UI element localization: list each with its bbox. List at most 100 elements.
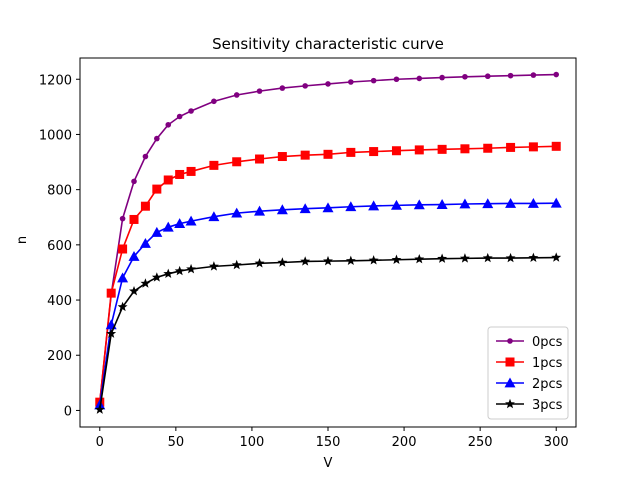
data-point: [322, 202, 334, 213]
data-point: [208, 261, 219, 271]
data-point: [551, 252, 562, 262]
data-point: [348, 79, 354, 85]
data-point: [186, 166, 196, 176]
legend-label: 1pcs: [532, 356, 563, 371]
data-point: [117, 301, 128, 312]
data-point: [140, 201, 150, 211]
x-tick-label: 50: [168, 435, 185, 450]
data-point: [129, 214, 139, 224]
plot-area: [94, 71, 562, 414]
data-point: [553, 71, 560, 78]
data-point: [528, 252, 539, 263]
data-point: [527, 197, 539, 208]
data-point: [211, 98, 217, 105]
x-tick-label: 150: [316, 435, 341, 450]
data-point: [437, 144, 447, 154]
data-point: [550, 197, 562, 208]
y-tick-label: 600: [47, 239, 72, 254]
data-point: [117, 272, 129, 283]
data-point: [163, 268, 174, 279]
data-point: [325, 81, 331, 87]
data-point: [368, 200, 380, 211]
data-point: [436, 199, 448, 209]
data-point: [483, 143, 493, 153]
data-point: [163, 175, 173, 185]
data-point: [118, 244, 128, 254]
data-point: [139, 237, 151, 248]
data-point: [151, 272, 162, 282]
y-tick-label: 800: [47, 184, 72, 199]
data-point: [439, 74, 445, 81]
chart-title: Sensitivity characteristic curve: [212, 35, 444, 53]
data-point: [174, 218, 186, 228]
data-point: [459, 198, 471, 209]
data-point: [299, 203, 311, 214]
x-tick-label: 200: [392, 435, 417, 450]
data-point: [119, 215, 126, 222]
data-point: [462, 73, 468, 80]
data-point: [232, 157, 242, 167]
legend-marker: [505, 357, 515, 367]
x-tick-label: 0: [96, 435, 104, 450]
y-tick-label: 0: [64, 404, 72, 419]
data-point: [129, 286, 139, 296]
data-point: [393, 76, 400, 83]
legend-marker: [505, 398, 515, 409]
data-point: [128, 250, 140, 261]
data-point: [300, 256, 311, 266]
data-point: [506, 142, 516, 152]
legend-box: [487, 326, 569, 420]
data-point: [277, 152, 287, 162]
data-point: [188, 108, 194, 114]
data-point: [505, 197, 517, 208]
data-point: [209, 160, 219, 170]
series-2pcs: [94, 197, 562, 410]
data-point: [254, 258, 265, 268]
data-point: [345, 255, 356, 266]
data-point: [416, 75, 423, 82]
data-point: [437, 253, 448, 263]
y-tick-label: 400: [47, 294, 72, 309]
data-point: [414, 145, 424, 155]
data-point: [94, 404, 105, 414]
data-point: [231, 259, 242, 270]
data-point: [106, 328, 117, 338]
data-point: [507, 72, 514, 79]
data-point: [152, 184, 162, 194]
data-point: [162, 221, 174, 232]
data-point: [277, 257, 288, 267]
series-0pcs: [96, 71, 560, 405]
x-tick-label: 100: [240, 435, 265, 450]
y-axis-label: n: [15, 236, 30, 244]
legend-label: 0pcs: [532, 335, 563, 350]
data-point: [131, 178, 137, 185]
data-point: [142, 153, 149, 160]
data-point: [370, 77, 377, 84]
series-1pcs: [95, 141, 561, 407]
data-point: [323, 255, 333, 266]
data-point: [345, 201, 357, 212]
legend-item-2pcs: 2pcs: [496, 377, 563, 392]
y-tick-label: 1000: [39, 128, 72, 143]
axes: 0 50 100 150 200 250 300 0 200 400 600 800 1000 1200: [39, 57, 577, 450]
data-point: [390, 199, 402, 210]
legend-marker: [504, 377, 516, 388]
data-point: [186, 263, 197, 274]
data-point: [346, 147, 356, 157]
data-point: [106, 288, 116, 298]
data-point: [254, 205, 266, 216]
legend-item-3pcs: 3pcs: [496, 398, 563, 413]
data-point: [505, 252, 516, 263]
x-tick-label: 300: [544, 435, 569, 450]
y-tick-label: 200: [47, 349, 72, 364]
data-point: [256, 88, 263, 94]
data-point: [528, 142, 538, 152]
data-point: [300, 150, 310, 160]
data-point: [154, 135, 160, 142]
y-tick-label: 1200: [39, 73, 72, 88]
data-point: [368, 255, 379, 265]
data-point: [255, 154, 265, 164]
data-point: [279, 85, 286, 91]
legend-label: 3pcs: [532, 398, 563, 413]
